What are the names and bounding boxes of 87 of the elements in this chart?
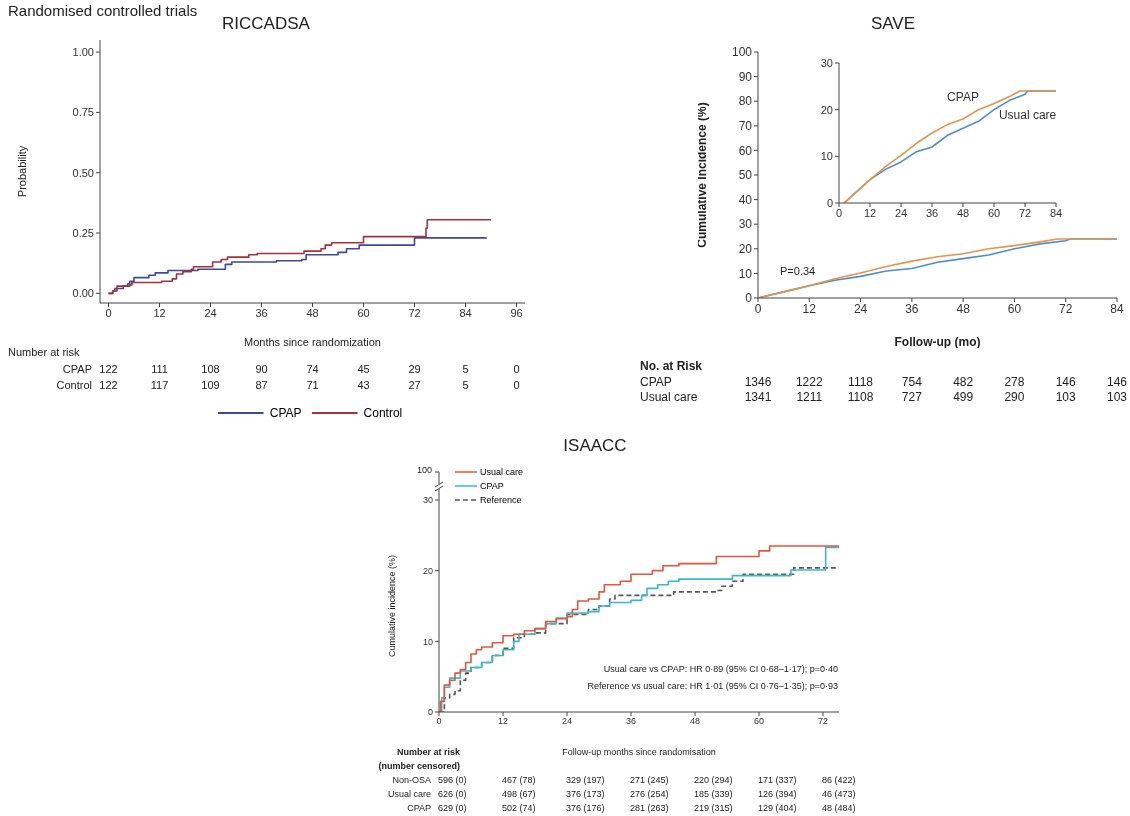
y-tick-label: 90 — [738, 69, 753, 84]
x-tick-label: 72 — [1059, 301, 1073, 316]
x-tick-label: 24 — [204, 306, 217, 319]
y-tick-label: 0.75 — [72, 106, 94, 119]
y-tick-label: 100 — [731, 45, 753, 60]
text: Number at risk — [8, 346, 80, 358]
x-axis-title: Follow-up months since randomisation — [562, 747, 716, 757]
series-label: CPAP — [947, 90, 979, 104]
chart-title: SAVE — [870, 14, 916, 34]
x-tick-label: 36 — [625, 716, 637, 727]
x-tick-label: 60 — [753, 716, 765, 727]
x-tick-label: 84 — [1110, 301, 1124, 316]
y-axis-title: Probability — [15, 145, 28, 198]
x-axis-title: Follow-up (mo) — [894, 335, 981, 349]
y-tick-label: 30 — [422, 495, 433, 506]
y-tick-label: 80 — [738, 94, 753, 109]
text: CPAP 122 111 108 90 74 45 29 5 0 — [62, 362, 520, 375]
x-tick-label: 48 — [956, 206, 970, 219]
y-axis-title: Cumulative Incidence (%) — [695, 102, 710, 248]
text: Control 122 117 109 87 71 43 27 5 0 — [56, 379, 520, 391]
x-tick-label: 72 — [408, 306, 421, 319]
x-tick-label: 48 — [306, 306, 319, 319]
x-tick-label: 84 — [1049, 206, 1063, 219]
x-tick-label: 12 — [802, 301, 817, 316]
text: Number at risk — [396, 747, 460, 757]
y-tick-label: 60 — [738, 143, 753, 158]
y-tick-label: 70 — [738, 119, 753, 134]
text: Non-OSA 596 (0) 467 (78) 329 (197) 271 (245) 220 (294) 171 (337) 86 (422) — [392, 775, 856, 785]
x-tick-label: 0 — [436, 716, 442, 727]
line-series — [843, 90, 1056, 203]
legend-label: Usual care — [480, 467, 524, 477]
y-axis-title: Cumulative incidence (%) — [387, 554, 398, 658]
text: Usual care 626 (0) 498 (67) 376 (173) 276 (254) 185 (339) 126 (394) 46 (473) — [387, 789, 856, 799]
text: Randomised controlled trials — [8, 2, 198, 19]
annotation: P=0.34 — [780, 265, 816, 277]
chart-title: ISAACC — [563, 436, 627, 456]
x-tick-label: 36 — [255, 306, 268, 319]
annotation: Reference vs usual care: HR 1·01 (95% CI 0·76–1·35); p=0·93 — [587, 681, 838, 691]
y-tick-label: 0 — [826, 196, 833, 209]
x-tick-label: 0 — [105, 306, 112, 319]
y-tick-label: 30 — [738, 217, 753, 232]
y-tick-label: 20 — [422, 565, 433, 576]
x-tick-label: 12 — [497, 716, 509, 727]
x-tick-label: 60 — [987, 206, 1001, 219]
y-tick-label: 50 — [738, 168, 753, 183]
y-tick-label: 10 — [738, 266, 753, 281]
x-tick-label: 24 — [894, 206, 908, 219]
text: CPAP 629 (0) 502 (74) 376 (176) 281 (263) 219 (315) 129 (404) 48 (484) — [407, 803, 856, 813]
legend-label: Reference — [480, 495, 522, 505]
x-tick-label: 96 — [510, 306, 523, 319]
x-tick-label: 72 — [1018, 206, 1032, 219]
series-label: Usual care — [998, 107, 1057, 122]
legend-label: CPAP — [269, 406, 302, 420]
x-tick-label: 0 — [835, 206, 843, 219]
x-tick-label: 24 — [853, 301, 868, 316]
text: CPAP 1346 1222 1118 754 482 278 146 146 — [640, 374, 1128, 389]
y-tick-label: 40 — [738, 192, 753, 207]
x-tick-label: 36 — [905, 301, 919, 316]
x-tick-label: 48 — [956, 301, 971, 316]
x-axis-title: Months since randomization — [244, 336, 381, 348]
x-tick-label: 60 — [357, 306, 370, 319]
y-tick-label: 0 — [427, 707, 433, 718]
y-tick-label: 20 — [738, 242, 753, 257]
y-tick-label: 0 — [745, 291, 753, 306]
x-tick-label: 60 — [1007, 301, 1022, 316]
x-tick-label: 24 — [561, 716, 573, 727]
y-tick-label: 0.50 — [72, 166, 94, 179]
y-tick-label: 10 — [820, 150, 833, 163]
y-tick-label: 20 — [820, 103, 833, 116]
x-tick-label: 12 — [863, 206, 877, 219]
y-tick-label: 1.00 — [72, 45, 94, 58]
legend-label: CPAP — [480, 481, 504, 491]
y-tick-label: 10 — [422, 636, 433, 647]
y-tick-label: 0.25 — [72, 226, 94, 239]
text: Usual care 1341 1211 1108 727 499 290 103 103 — [640, 390, 1128, 404]
x-tick-label: 36 — [925, 206, 939, 219]
chart-title: RICCADSA — [222, 14, 310, 34]
x-tick-label: 84 — [459, 306, 472, 319]
text: No. at Risk — [640, 359, 703, 373]
x-tick-label: 12 — [153, 306, 166, 319]
x-tick-label: 48 — [689, 716, 701, 727]
text: (number censored) — [378, 761, 460, 771]
y-tick-label: 0.00 — [72, 287, 94, 300]
annotation: Usual care vs CPAP: HR 0·89 (95% CI 0·68–1·17); p=0·40 — [603, 664, 838, 674]
x-tick-label: 72 — [817, 716, 829, 727]
legend-label: Control — [363, 406, 403, 420]
y-tick-label: 30 — [820, 56, 833, 69]
